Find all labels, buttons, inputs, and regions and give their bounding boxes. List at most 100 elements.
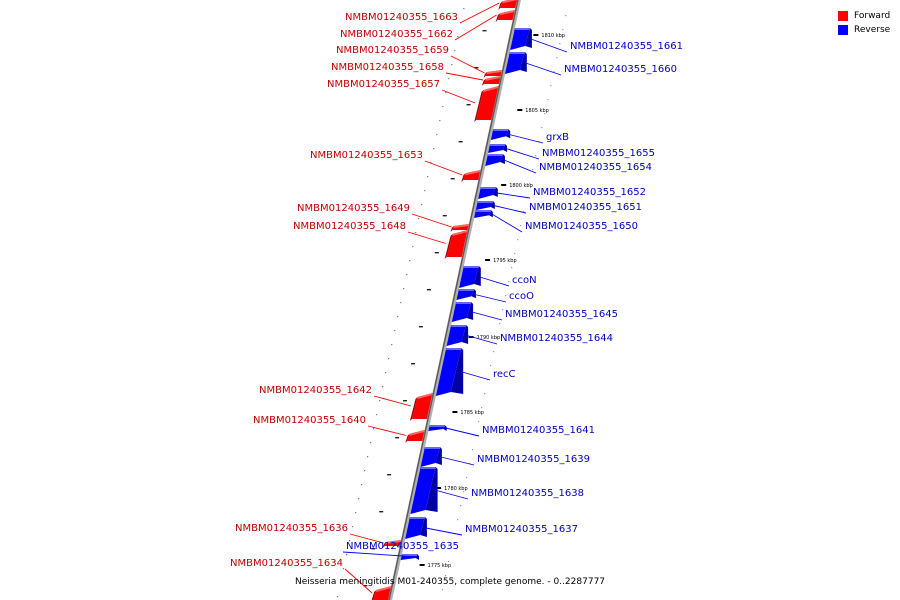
feature-nmbm01240355_1651[interactable] bbox=[475, 201, 495, 210]
feature-nmbm01240355_1652[interactable] bbox=[478, 187, 498, 199]
feature-label[interactable]: NMBM01240355_1661 bbox=[570, 41, 683, 52]
feature-label[interactable]: NMBM01240355_1649 bbox=[297, 203, 410, 214]
feature-label[interactable]: NMBM01240355_1641 bbox=[482, 425, 595, 436]
feature-label[interactable]: grxB bbox=[546, 132, 569, 143]
feature-label[interactable]: NMBM01240355_1657 bbox=[327, 79, 440, 90]
feature-arrow-highlight bbox=[493, 129, 509, 131]
feature-arrow[interactable] bbox=[476, 86, 499, 120]
feature-arrow[interactable] bbox=[435, 348, 462, 396]
feature-label[interactable]: NMBM01240355_1637 bbox=[465, 524, 578, 535]
feature-arrow[interactable] bbox=[475, 201, 493, 210]
feature-label[interactable]: NMBM01240355_1654 bbox=[539, 162, 652, 173]
feature-nmbm01240355_1662[interactable] bbox=[495, 10, 515, 22]
feature-nmbm01240355_1650[interactable] bbox=[474, 210, 493, 218]
legend: Forward Reverse bbox=[838, 9, 890, 37]
feature-ccoo[interactable] bbox=[456, 289, 476, 300]
feature-arrow[interactable] bbox=[410, 467, 436, 514]
feature-connector bbox=[445, 72, 483, 81]
feature-label[interactable]: NMBM01240355_1660 bbox=[564, 64, 677, 75]
guide-dot-right bbox=[448, 561, 450, 563]
feature-label[interactable]: NMBM01240355_1652 bbox=[533, 187, 646, 198]
feature-nmbm01240355_1660[interactable] bbox=[505, 52, 527, 74]
feature-label[interactable]: NMBM01240355_1645 bbox=[505, 309, 618, 320]
feature-label[interactable]: NMBM01240355_1663 bbox=[345, 12, 458, 23]
feature-connector bbox=[471, 311, 503, 321]
feature-nmbm01240355_1637[interactable] bbox=[405, 517, 427, 539]
feature-connector bbox=[440, 456, 475, 466]
feature-arrow[interactable] bbox=[490, 129, 509, 140]
feature-nmbm01240355_1641[interactable] bbox=[428, 425, 447, 431]
feature-arrow-highlight bbox=[475, 210, 491, 212]
feature-arrow[interactable] bbox=[420, 447, 440, 467]
feature-nmbm01240355_1636[interactable] bbox=[382, 540, 401, 548]
feature-nmbm01240355_1639[interactable] bbox=[420, 447, 442, 467]
feature-label[interactable]: NMBM01240355_1648 bbox=[293, 221, 406, 232]
feature-arrow-shade bbox=[520, 52, 527, 72]
feature-label[interactable]: NMBM01240355_1650 bbox=[525, 221, 638, 232]
feature-arrow[interactable] bbox=[478, 187, 496, 199]
feature-arrow[interactable] bbox=[446, 230, 468, 257]
guide-dot-right bbox=[529, 183, 531, 185]
feature-label[interactable]: recC bbox=[493, 369, 516, 380]
genome-axis-shadow bbox=[388, 0, 521, 600]
feature-nmbm01240355_1658[interactable] bbox=[481, 76, 501, 86]
feature-arrow[interactable] bbox=[373, 586, 392, 600]
feature-nmbm01240355_1649[interactable] bbox=[450, 224, 469, 232]
feature-arrow-shade bbox=[466, 302, 474, 320]
guide-dash bbox=[482, 30, 487, 32]
guide-dot-right bbox=[544, 113, 546, 115]
feature-label[interactable]: NMBM01240355_1640 bbox=[253, 415, 366, 426]
feature-label[interactable]: NMBM01240355_1651 bbox=[529, 202, 642, 213]
feature-label[interactable]: ccoN bbox=[512, 275, 537, 286]
feature-nmbm01240355_1657[interactable] bbox=[474, 86, 499, 122]
feature-label[interactable]: NMBM01240355_1634 bbox=[230, 558, 343, 569]
feature-label[interactable]: NMBM01240355_1636 bbox=[235, 523, 348, 534]
feature-label[interactable]: NMBM01240355_1638 bbox=[471, 488, 584, 499]
feature-label[interactable]: NMBM01240355_1653 bbox=[310, 150, 423, 161]
feature-label[interactable]: ccoO bbox=[509, 291, 534, 302]
guide-dot-right bbox=[562, 29, 564, 31]
feature-arrow[interactable] bbox=[405, 517, 425, 539]
feature-nmbm01240355_1644[interactable] bbox=[446, 325, 469, 346]
feature-nmbm01240355_1645[interactable] bbox=[451, 302, 474, 322]
feature-label[interactable]: NMBM01240355_1644 bbox=[500, 333, 613, 344]
feature-nmbm01240355_1638[interactable] bbox=[410, 467, 438, 514]
tick-label: 1800 kbp bbox=[509, 183, 533, 189]
guide-dot-left bbox=[400, 302, 402, 304]
guide-dot-left bbox=[394, 330, 396, 332]
feature-recc[interactable] bbox=[435, 348, 464, 396]
feature-label[interactable]: NMBM01240355_1642 bbox=[259, 385, 372, 396]
guide-dot-right bbox=[556, 57, 558, 59]
feature-nmbm01240355_1635[interactable] bbox=[400, 554, 419, 560]
feature-ccon[interactable] bbox=[459, 266, 481, 288]
feature-nmbm01240355_1642[interactable] bbox=[409, 393, 433, 421]
feature-nmbm01240355_1663[interactable] bbox=[498, 0, 518, 10]
feature-label[interactable]: NMBM01240355_1659 bbox=[336, 45, 449, 56]
feature-arrow-shade bbox=[471, 289, 476, 299]
feature-arrow[interactable] bbox=[411, 393, 433, 419]
feature-nmbm01240355_1654[interactable] bbox=[485, 154, 505, 166]
feature-nmbm01240355_1659[interactable] bbox=[483, 70, 502, 78]
feature-label[interactable]: NMBM01240355_1655 bbox=[542, 148, 655, 159]
feature-nmbm01240355_1653[interactable] bbox=[461, 170, 481, 182]
feature-arrow[interactable] bbox=[510, 28, 530, 50]
feature-nmbm01240355_1661[interactable] bbox=[510, 28, 532, 50]
feature-connector bbox=[349, 533, 384, 544]
feature-label[interactable]: NMBM01240355_1662 bbox=[340, 29, 453, 40]
feature-arrow[interactable] bbox=[451, 302, 472, 322]
feature-nmbm01240355_1655[interactable] bbox=[488, 144, 507, 153]
feature-label[interactable]: NMBM01240355_1635 bbox=[346, 541, 459, 552]
feature-arrow[interactable] bbox=[488, 144, 505, 153]
feature-label[interactable]: NMBM01240355_1658 bbox=[331, 62, 444, 73]
feature-nmbm01240355_1648[interactable] bbox=[444, 230, 468, 259]
feature-arrow[interactable] bbox=[505, 52, 525, 74]
feature-grxb[interactable] bbox=[490, 129, 511, 140]
feature-nmbm01240355_1634[interactable] bbox=[371, 586, 392, 600]
feature-arrow[interactable] bbox=[485, 154, 503, 166]
feature-label[interactable]: NMBM01240355_1639 bbox=[477, 454, 590, 465]
legend-reverse-swatch bbox=[838, 25, 848, 35]
feature-arrow[interactable] bbox=[459, 266, 479, 288]
feature-nmbm01240355_1640[interactable] bbox=[405, 430, 425, 443]
feature-arrow[interactable] bbox=[456, 289, 474, 300]
feature-arrow[interactable] bbox=[446, 325, 467, 346]
